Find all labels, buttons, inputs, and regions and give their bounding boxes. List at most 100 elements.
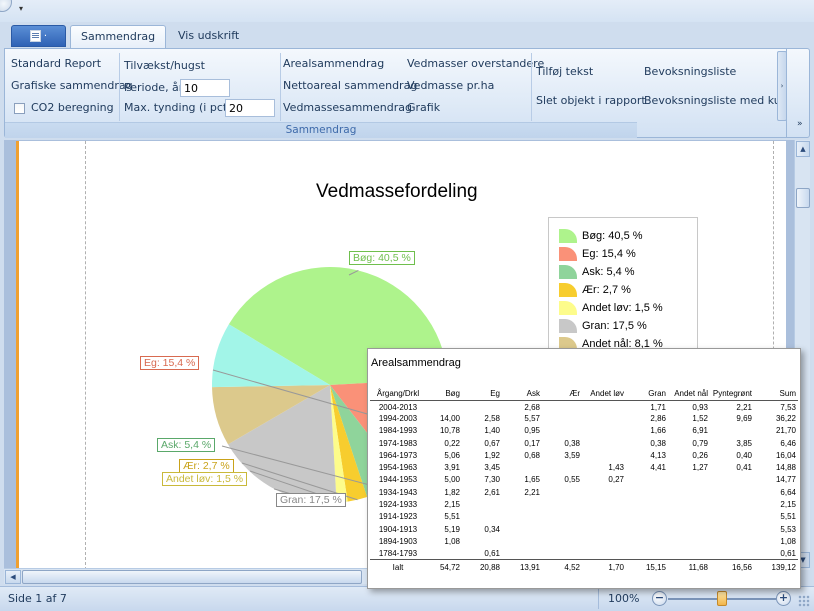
table-cell: 2,58	[484, 413, 500, 423]
table-header-cell: Andet nål	[668, 387, 710, 401]
nettoareal-sammendrag-button[interactable]: Nettoareal sammendrag	[283, 79, 418, 92]
legend-entry: Andet løv: 1,5 %	[559, 300, 663, 316]
table-cell: 6,91	[692, 426, 708, 436]
table-cell: 5,51	[780, 512, 796, 522]
tilfoej-tekst-button[interactable]: Tilføj tekst	[536, 65, 594, 78]
table-cell	[502, 523, 542, 535]
grafik-button[interactable]: Grafik	[407, 101, 441, 114]
standard-report-button[interactable]: Standard Report	[11, 57, 102, 70]
table-cell: 4,13	[650, 450, 666, 460]
bevoksningsliste-button[interactable]: Bevoksningsliste	[644, 65, 737, 78]
zoom-slider-thumb[interactable]	[717, 591, 727, 606]
table-cell: 1,70	[582, 559, 626, 573]
tab-sammendrag[interactable]: Sammendrag	[70, 25, 167, 48]
ribbon-scroll-right-icon[interactable]: ›	[777, 51, 787, 121]
qat-dropdown-icon[interactable]: ▾	[19, 4, 24, 13]
table-cell: 1974-1983	[378, 438, 418, 448]
table-cell: 3,91	[444, 463, 460, 473]
table-cell: 6,64	[780, 487, 796, 497]
legend-entry: Eg: 15,4 %	[559, 246, 636, 262]
table-row: 1924-1933 2,15 2,15	[370, 498, 798, 510]
popup-title: Arealsammendrag	[371, 357, 461, 369]
ribbon-collapse-icon[interactable]: »	[797, 119, 803, 129]
pie-label-5: Gran: 17,5 %	[276, 493, 346, 507]
table-cell: 139,12	[754, 559, 798, 573]
tab-vis-udskrift[interactable]: Vis udskrift	[178, 29, 240, 42]
legend-entry: Bøg: 40,5 %	[559, 228, 643, 244]
table-cell	[426, 548, 462, 560]
table-header-cell: Andet løv	[582, 387, 626, 401]
max-tynding-input[interactable]: 20	[225, 99, 275, 117]
pie-slice-3	[330, 385, 368, 502]
menu-dot-icon: ·	[43, 30, 48, 42]
table-cell: 0,93	[692, 402, 708, 412]
vertical-scroll-thumb[interactable]	[796, 188, 810, 208]
zoom-out-button[interactable]: −	[652, 591, 667, 606]
table-cell: 14,00	[439, 413, 460, 423]
table-cell: 0,34	[484, 524, 500, 534]
app-orb[interactable]	[0, 0, 12, 12]
zoom-level[interactable]: 100%	[608, 592, 640, 605]
table-row: 1784-1793 0,61 0,61	[370, 548, 798, 560]
table-cell: 5,06	[444, 450, 460, 460]
legend-label: Eg: 15,4 %	[582, 248, 636, 260]
vedmassesammendrag-button[interactable]: Vedmassesammendrag	[283, 101, 412, 114]
table-cell: Ialt	[370, 559, 426, 573]
scroll-left-icon[interactable]: ◀	[5, 570, 21, 584]
table-cell	[462, 511, 502, 523]
table-cell: 1,71	[650, 402, 666, 412]
pie-slice-5	[228, 385, 337, 504]
zoom-in-button[interactable]: +	[776, 591, 791, 606]
table-cell	[502, 498, 542, 510]
table-cell	[710, 486, 754, 498]
legend-label: Gran: 17,5 %	[582, 320, 647, 332]
table-cell	[502, 535, 542, 547]
vedmasser-overstandere-button[interactable]: Vedmasser overstandere	[407, 57, 545, 70]
status-separator	[598, 589, 599, 609]
slet-objekt-button[interactable]: Slet objekt i rapport	[536, 94, 646, 107]
legend-swatch	[559, 229, 577, 243]
pie-label-3: Ær: 2,7 %	[179, 459, 234, 473]
table-cell: 1,82	[444, 487, 460, 497]
resize-grip-icon[interactable]	[798, 595, 810, 607]
horizontal-scroll-thumb[interactable]	[22, 570, 362, 584]
arealsammendrag-preview-popup: Arealsammendrag Årgang/Drkl Bøg Eg Ask Ær And…	[367, 348, 801, 589]
table-cell: 54,72	[426, 559, 462, 573]
table-cell: 7,53	[780, 402, 796, 412]
legend-label: Ær: 2,7 %	[582, 284, 631, 296]
table-row: 1944-1953 5,00 7,30 1,65 0,55 0,27 14,77	[370, 474, 798, 486]
table-cell	[668, 474, 710, 486]
table-cell: 20,88	[462, 559, 502, 573]
table-header-cell: Bøg	[426, 387, 462, 401]
vedmasse-pr-ha-button[interactable]: Vedmasse pr.ha	[407, 79, 495, 92]
table-header-cell: Gran	[626, 387, 668, 401]
table-cell: 16,56	[710, 559, 754, 573]
scroll-up-icon[interactable]: ▲	[796, 141, 810, 157]
table-cell	[710, 425, 754, 437]
table-cell: 16,04	[775, 450, 796, 460]
ribbon-tab-row: · Sammendrag Vis udskrift	[0, 22, 814, 48]
pie-leader-line	[221, 445, 386, 490]
page-indicator: Side 1 af 7	[8, 592, 67, 605]
periode-input[interactable]: 10	[180, 79, 230, 97]
bevoksningsliste-kultur-button[interactable]: Bevoksningsliste med kultur	[644, 94, 782, 107]
application-menu-button[interactable]: ·	[11, 25, 66, 47]
page-edge-marker	[16, 141, 19, 570]
table-cell	[626, 474, 668, 486]
co2-checkbox[interactable]	[14, 103, 25, 114]
ribbon-panel: Standard Report Grafiske sammendrag CO2 …	[4, 48, 810, 138]
ribbon-group-label: Sammendrag	[5, 122, 637, 138]
table-cell	[668, 523, 710, 535]
table-cell	[542, 400, 582, 412]
grafiske-sammendrag-button[interactable]: Grafiske sammendrag	[11, 79, 133, 92]
table-cell: 1,40	[484, 426, 500, 436]
legend-label: Andet løv: 1,5 %	[582, 302, 663, 314]
arealsammendrag-button[interactable]: Arealsammendrag	[283, 57, 385, 70]
table-cell: 2004-2013	[378, 402, 418, 412]
table-cell	[668, 486, 710, 498]
legend-swatch	[559, 301, 577, 315]
table-cell	[542, 425, 582, 437]
legend-label: Bøg: 40,5 %	[582, 230, 643, 242]
quick-access-toolbar: ▾	[0, 0, 814, 22]
tilvaekst-hugst-button[interactable]: Tilvækst/hugst	[124, 59, 205, 72]
